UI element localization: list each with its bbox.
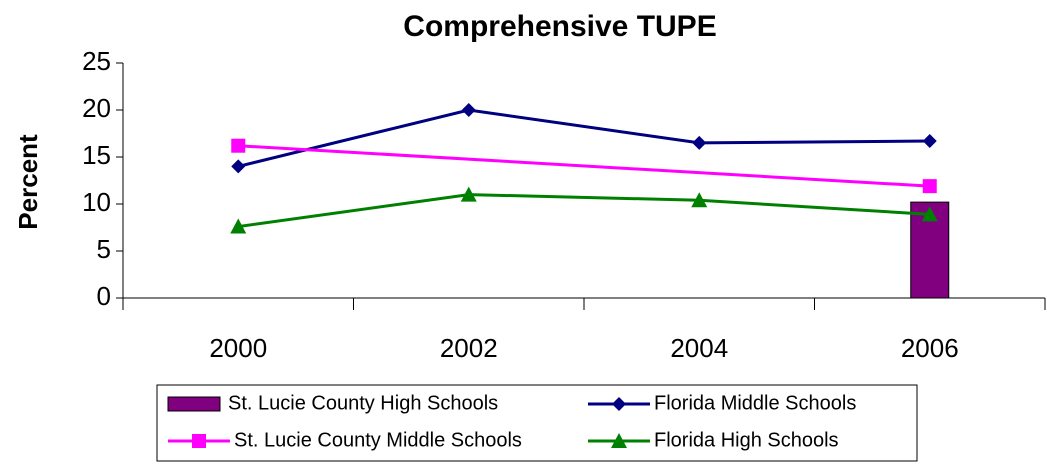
y-tick-label: 20 (82, 93, 111, 123)
marker-diamond (612, 397, 626, 411)
legend-swatch (167, 396, 221, 412)
marker-square (922, 179, 937, 194)
x-tick-label: 2000 (209, 333, 267, 363)
marker-diamond (922, 134, 937, 149)
marker-diamond (461, 103, 476, 117)
legend-label: Florida High Schools (654, 429, 839, 451)
marker-diamond (231, 159, 246, 174)
chart-title: Comprehensive TUPE (403, 10, 716, 43)
marker-triangle (691, 192, 708, 208)
x-tick-label: 2006 (901, 333, 959, 363)
bar (910, 201, 950, 299)
marker-square (231, 138, 246, 153)
series-line (237, 108, 930, 168)
y-tick-label: 25 (82, 46, 111, 76)
y-tick-label: 5 (97, 234, 111, 264)
series-line (238, 193, 930, 229)
marker-diamond (692, 135, 707, 150)
legend-label: St. Lucie County High Schools (228, 392, 498, 414)
y-axis-label: Percent (13, 134, 43, 230)
y-tick-label: 0 (97, 281, 111, 311)
x-tick-label: 2002 (440, 333, 498, 363)
marker-square (192, 434, 206, 448)
y-tick-label: 10 (82, 187, 111, 217)
y-tick-label: 15 (82, 140, 111, 170)
marker-triangle (921, 206, 938, 222)
marker-triangle (230, 218, 247, 234)
legend-label: Florida Middle Schools (654, 392, 856, 414)
legend-label: St. Lucie County Middle Schools (234, 429, 522, 451)
series-line (238, 144, 930, 188)
marker-triangle (460, 186, 477, 202)
legend-box (156, 384, 918, 462)
marker-triangle (611, 433, 627, 448)
x-tick-label: 2004 (670, 333, 728, 363)
